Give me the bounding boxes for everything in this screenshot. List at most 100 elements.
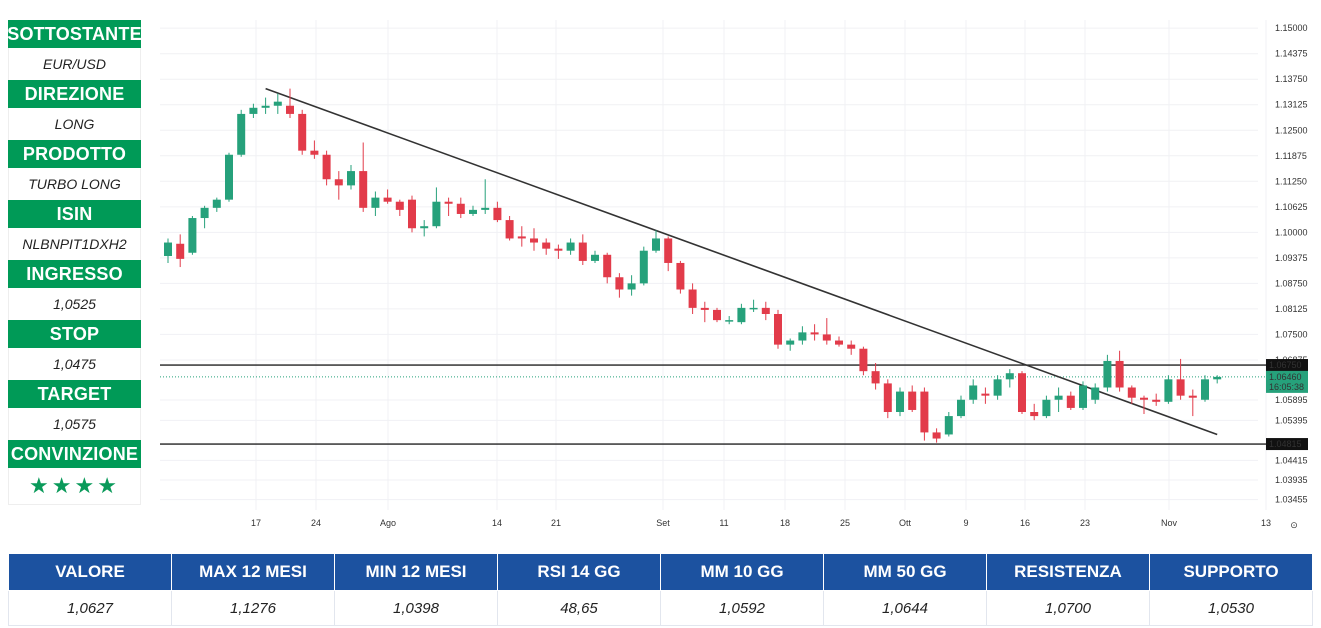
candle <box>1054 387 1063 412</box>
candle-body <box>1152 399 1161 402</box>
stats-header-6: RESISTENZA <box>986 553 1150 591</box>
candle-body <box>737 307 746 323</box>
y-tick-label: 1.05895 <box>1275 395 1308 405</box>
candle <box>225 152 233 202</box>
candle-body <box>1042 399 1051 417</box>
last-price-badge: 1.06460 <box>1269 372 1302 382</box>
candle-body <box>725 320 734 322</box>
candle <box>249 103 258 118</box>
candle <box>627 275 636 296</box>
x-tick-label: 18 <box>780 518 790 528</box>
candle <box>932 428 941 443</box>
candle <box>298 109 307 155</box>
info-value-2: TURBO LONG <box>8 168 141 200</box>
candle-body <box>517 236 526 239</box>
y-tick-label: 1.07500 <box>1275 329 1308 339</box>
candle-body <box>786 340 795 345</box>
candle-body <box>1164 379 1173 402</box>
candle-body <box>469 209 477 214</box>
candle <box>969 379 978 404</box>
candle-body <box>1005 373 1014 380</box>
candle-body <box>505 220 514 239</box>
x-tick-label: 25 <box>840 518 850 528</box>
info-value-4: 1,0525 <box>8 288 141 320</box>
candle-body <box>237 113 246 155</box>
y-tick-label: 1.03455 <box>1275 495 1308 505</box>
candle <box>786 338 795 351</box>
candle <box>408 195 416 233</box>
candle-body <box>920 391 929 433</box>
y-tick-label: 1.13125 <box>1275 100 1308 110</box>
candle <box>286 88 294 118</box>
support-badge-bg <box>1266 438 1308 451</box>
candle-body <box>371 197 380 208</box>
resistance-badge-bg <box>1266 359 1308 372</box>
candle-body <box>334 179 343 186</box>
candle <box>591 250 599 263</box>
candle-body <box>432 201 441 227</box>
candle-body <box>359 171 368 208</box>
stats-header-2: MIN 12 MESI <box>334 553 498 591</box>
candles <box>164 88 1222 443</box>
settings-icon: ⊙ <box>1290 520 1298 530</box>
candle <box>176 234 185 268</box>
candle-body <box>1176 379 1185 396</box>
candle-body <box>993 379 1002 396</box>
candle-body <box>554 248 563 251</box>
x-tick-label: Ott <box>899 518 912 528</box>
stats-header-7: SUPPORTO <box>1149 553 1313 591</box>
stats-value-0: 1,0627 <box>8 590 172 626</box>
stats-header-4: MM 10 GG <box>660 553 824 591</box>
stats-header-1: MAX 12 MESI <box>171 553 335 591</box>
candle <box>578 234 587 265</box>
candle <box>1127 385 1136 404</box>
candle <box>737 303 746 325</box>
candle-body <box>969 385 978 400</box>
candle-body <box>1188 395 1197 398</box>
candle-body <box>212 199 221 208</box>
candle-body <box>200 207 209 219</box>
candle-body <box>444 201 453 204</box>
candle-body <box>493 207 502 221</box>
candle <box>761 301 770 321</box>
stats-value-2: 1,0398 <box>334 590 498 626</box>
candle <box>1030 403 1039 421</box>
info-label-1: DIREZIONE <box>8 80 141 108</box>
candle-body <box>749 307 758 310</box>
candle <box>359 142 368 212</box>
info-value-1: LONG <box>8 108 141 140</box>
x-tick-label: 21 <box>551 518 561 528</box>
info-label-3: ISIN <box>8 200 141 228</box>
candle-body <box>1213 376 1222 380</box>
x-tick-label: 14 <box>492 518 502 528</box>
candle <box>957 395 965 419</box>
candle-body <box>395 201 404 210</box>
candle-body <box>298 113 307 151</box>
candle-body <box>627 283 636 290</box>
candle <box>749 299 758 312</box>
candle-body <box>1079 385 1087 408</box>
x-tick-label: 11 <box>719 518 728 528</box>
candle-body <box>530 238 538 243</box>
candle <box>883 379 892 419</box>
candle-body <box>310 150 319 155</box>
info-label-5: STOP <box>8 320 141 348</box>
info-label-2: PRODOTTO <box>8 140 141 168</box>
info-value-6: 1,0575 <box>8 408 141 440</box>
candle-body <box>225 154 233 200</box>
candle-body <box>1201 379 1209 400</box>
y-tick-label: 1.05395 <box>1275 415 1308 425</box>
candle-body <box>847 344 856 349</box>
candle <box>481 179 490 214</box>
candle <box>212 197 221 212</box>
candle-body <box>774 314 782 345</box>
candle <box>859 346 868 376</box>
candle-body <box>176 243 185 259</box>
info-label-6: TARGET <box>8 380 141 408</box>
candle <box>871 363 880 390</box>
candle <box>1115 350 1124 392</box>
candle <box>1091 383 1100 404</box>
candle-body <box>1066 395 1075 408</box>
candle <box>615 273 624 298</box>
